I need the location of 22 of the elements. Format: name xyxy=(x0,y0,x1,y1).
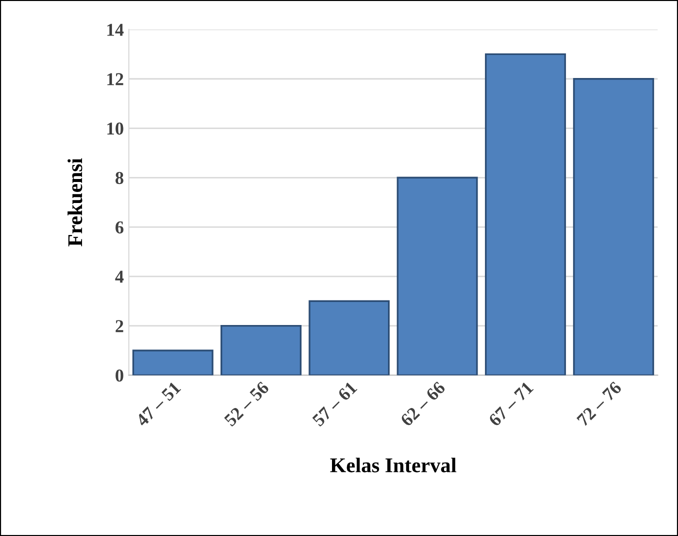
y-tick-label: 2 xyxy=(116,320,124,332)
bar xyxy=(396,176,478,376)
x-tick-label: 57 – 61 xyxy=(312,381,358,427)
x-tick-label: 67 – 71 xyxy=(488,381,534,427)
y-tick-label: 4 xyxy=(115,270,124,283)
y-tick-label: 14 xyxy=(107,24,124,36)
x-tick-label: 52 – 56 xyxy=(224,380,270,427)
bar xyxy=(220,324,302,376)
x-tick-label: 62 – 66 xyxy=(400,380,446,427)
y-axis-title: Frekuensi xyxy=(68,158,82,246)
y-tick-label: 12 xyxy=(107,73,124,86)
x-tick-label: 72 – 76 xyxy=(576,380,622,427)
bar xyxy=(573,78,654,376)
y-tick-label: 0 xyxy=(116,369,124,382)
y-tick-label: 8 xyxy=(116,172,124,184)
x-axis-title: Kelas Interval xyxy=(330,458,456,472)
bar xyxy=(132,350,214,376)
bar xyxy=(308,300,390,376)
y-tick-label: 6 xyxy=(116,221,124,234)
bar xyxy=(484,53,566,376)
x-tick-label: 47 – 51 xyxy=(135,381,182,428)
y-tick-label: 10 xyxy=(107,122,124,135)
